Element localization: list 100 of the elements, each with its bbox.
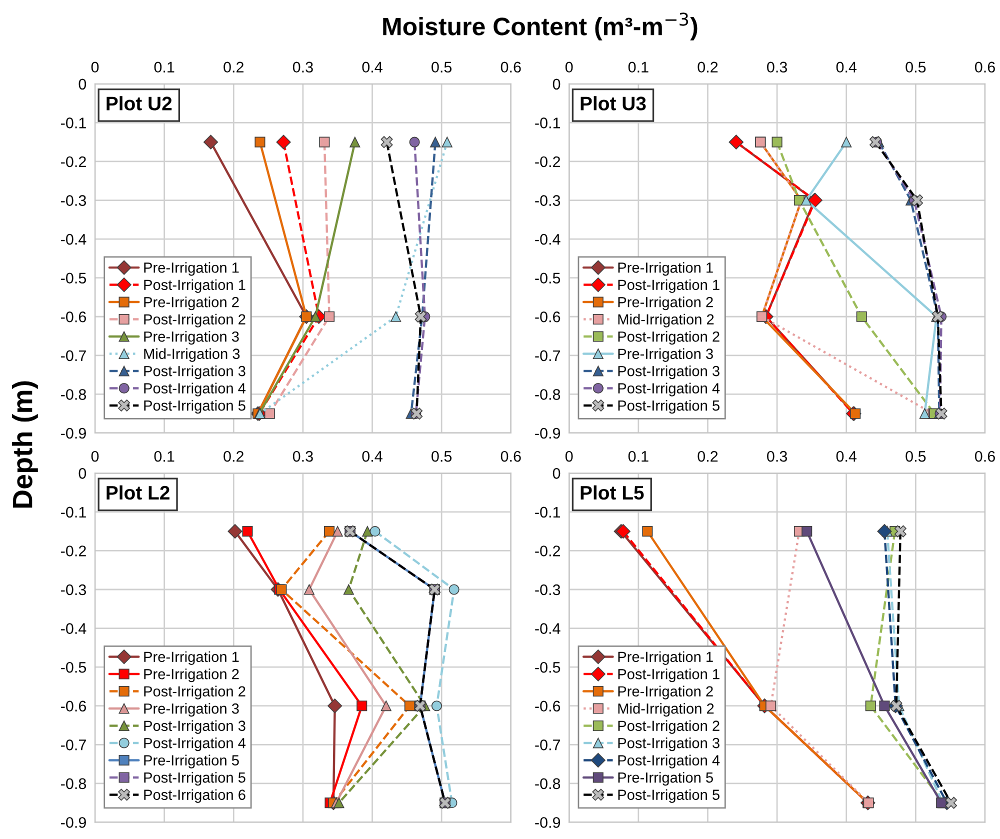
- point: [919, 408, 930, 419]
- legend-label: Pre-Irrigation 3: [618, 348, 713, 362]
- y-tick-label: -0.4: [535, 234, 560, 245]
- point: [431, 700, 442, 712]
- legend-label: Post-Irrigation 2: [618, 331, 720, 345]
- legend-label: Pre-Irrigation 2: [144, 668, 239, 682]
- point: [390, 311, 402, 322]
- point: [856, 311, 867, 322]
- y-tick-label: -0.2: [61, 156, 86, 168]
- legend-label: Mid-Irrigation 3: [144, 348, 240, 362]
- point: [841, 136, 852, 148]
- legend-label: Post-Irrigation 3: [144, 366, 246, 380]
- legend-label: Pre-Irrigation 1: [144, 262, 239, 276]
- point: [409, 136, 420, 148]
- y-tick-label: -0.2: [61, 546, 86, 556]
- legend-label: Post-Irrigation 2: [144, 686, 246, 700]
- x-tick-label: 0.1: [154, 62, 174, 73]
- y-tick-label: -0.9: [535, 817, 560, 828]
- legend-label: Pre-Irrigation 3: [144, 703, 239, 717]
- x-tick-label: 0.6: [974, 62, 995, 73]
- legend-label: Pre-Irrigation 2: [144, 296, 239, 310]
- chart-title: Plot U2: [106, 96, 172, 110]
- point: [800, 194, 812, 206]
- chart-title: Plot L5: [580, 485, 644, 500]
- y-tick-label: -0.3: [535, 584, 560, 596]
- x-tick-label: 0.5: [906, 450, 926, 462]
- legend-label: Mid-Irrigation 2: [618, 314, 714, 328]
- point: [332, 526, 343, 537]
- y-tick-label: -0.6: [61, 311, 86, 322]
- point: [448, 584, 460, 595]
- point: [879, 700, 890, 712]
- y-tick-label: -0.4: [61, 623, 86, 634]
- point: [380, 700, 392, 712]
- point: [370, 526, 380, 537]
- point: [802, 526, 812, 537]
- y-tick-label: -0.5: [61, 272, 86, 284]
- legend-label: Mid-Irrigation 2: [618, 703, 714, 717]
- legend-label: Post-Irrigation 1: [618, 668, 720, 682]
- y-tick-label: -0.7: [61, 350, 86, 362]
- y-tick-label: -0.8: [61, 389, 86, 400]
- x-tick-label: 0.4: [836, 62, 857, 73]
- x-tick-label: 0.2: [698, 62, 718, 73]
- y-tick-label: -0.1: [535, 118, 560, 128]
- x-tick-label: 0.1: [154, 450, 174, 462]
- x-tick-label: 0.6: [974, 450, 995, 462]
- legend-label: Pre-Irrigation 5: [618, 772, 713, 786]
- y-tick-label: -0.6: [61, 700, 86, 712]
- y-tick-label: -0.8: [61, 778, 86, 790]
- point: [642, 526, 653, 537]
- y-tick-label: -0.5: [535, 662, 560, 673]
- y-tick-label: -0.1: [61, 118, 86, 128]
- point: [254, 136, 266, 148]
- y-tick-label: -0.3: [535, 195, 560, 206]
- point: [430, 136, 441, 148]
- point: [766, 700, 776, 712]
- y-tick-label: -0.3: [61, 195, 86, 206]
- legend-label: Post-Irrigation 2: [144, 314, 246, 328]
- legend-label: Post-Irrigation 4: [144, 382, 246, 396]
- x-tick-label: 0.3: [767, 62, 788, 73]
- x-tick-label: 0.3: [292, 450, 313, 462]
- point: [242, 526, 253, 537]
- y-tick-label: 0: [78, 468, 86, 479]
- y-tick-label: -0.9: [61, 817, 86, 828]
- x-tick-label: 0.1: [628, 62, 648, 73]
- point: [228, 524, 242, 539]
- y-tick-label: -0.2: [535, 546, 560, 556]
- y-tick-label: -0.6: [535, 700, 560, 712]
- y-tick-label: -0.4: [61, 234, 86, 245]
- legend-label: Post-Irrigation 3: [144, 720, 246, 734]
- x-tick-label: 0.4: [362, 62, 382, 73]
- x-tick-label: 0.2: [224, 62, 244, 73]
- x-tick-label: 0.2: [698, 450, 718, 462]
- x-tick-label: 0: [565, 450, 573, 462]
- legend-label: Pre-Irrigation 2: [618, 686, 713, 700]
- legend-label: Post-Irrigation 5: [618, 400, 720, 414]
- point: [276, 134, 291, 150]
- point: [850, 408, 861, 419]
- y-tick-label: -0.9: [535, 428, 560, 439]
- x-tick-label: 0.4: [362, 450, 382, 462]
- point: [324, 526, 335, 537]
- x-tick-label: 0.3: [292, 62, 313, 73]
- legend-label: Pre-Irrigation 3: [144, 331, 239, 345]
- point: [304, 584, 314, 595]
- legend-label: Post-Irrigation 3: [618, 366, 720, 380]
- chart-title: Plot L2: [106, 485, 170, 500]
- legend-label: Pre-Irrigation 1: [618, 651, 713, 665]
- x-tick-label: 0.5: [432, 450, 452, 462]
- legend-label: Post-Irrigation 6: [144, 789, 246, 803]
- point: [877, 524, 892, 539]
- y-tick-label: -0.7: [535, 350, 560, 362]
- y-tick-label: -0.8: [535, 778, 560, 790]
- x-tick-label: 0.5: [906, 62, 926, 73]
- legend-label: Post-Irrigation 2: [618, 720, 720, 734]
- point: [362, 526, 373, 537]
- y-axis-title: Depth (m): [12, 381, 38, 508]
- point: [350, 136, 360, 148]
- legend-label: Pre-Irrigation 2: [618, 296, 713, 310]
- x-tick-label: 0.5: [432, 62, 452, 73]
- chart-title: Plot U3: [580, 96, 646, 110]
- point: [343, 584, 354, 595]
